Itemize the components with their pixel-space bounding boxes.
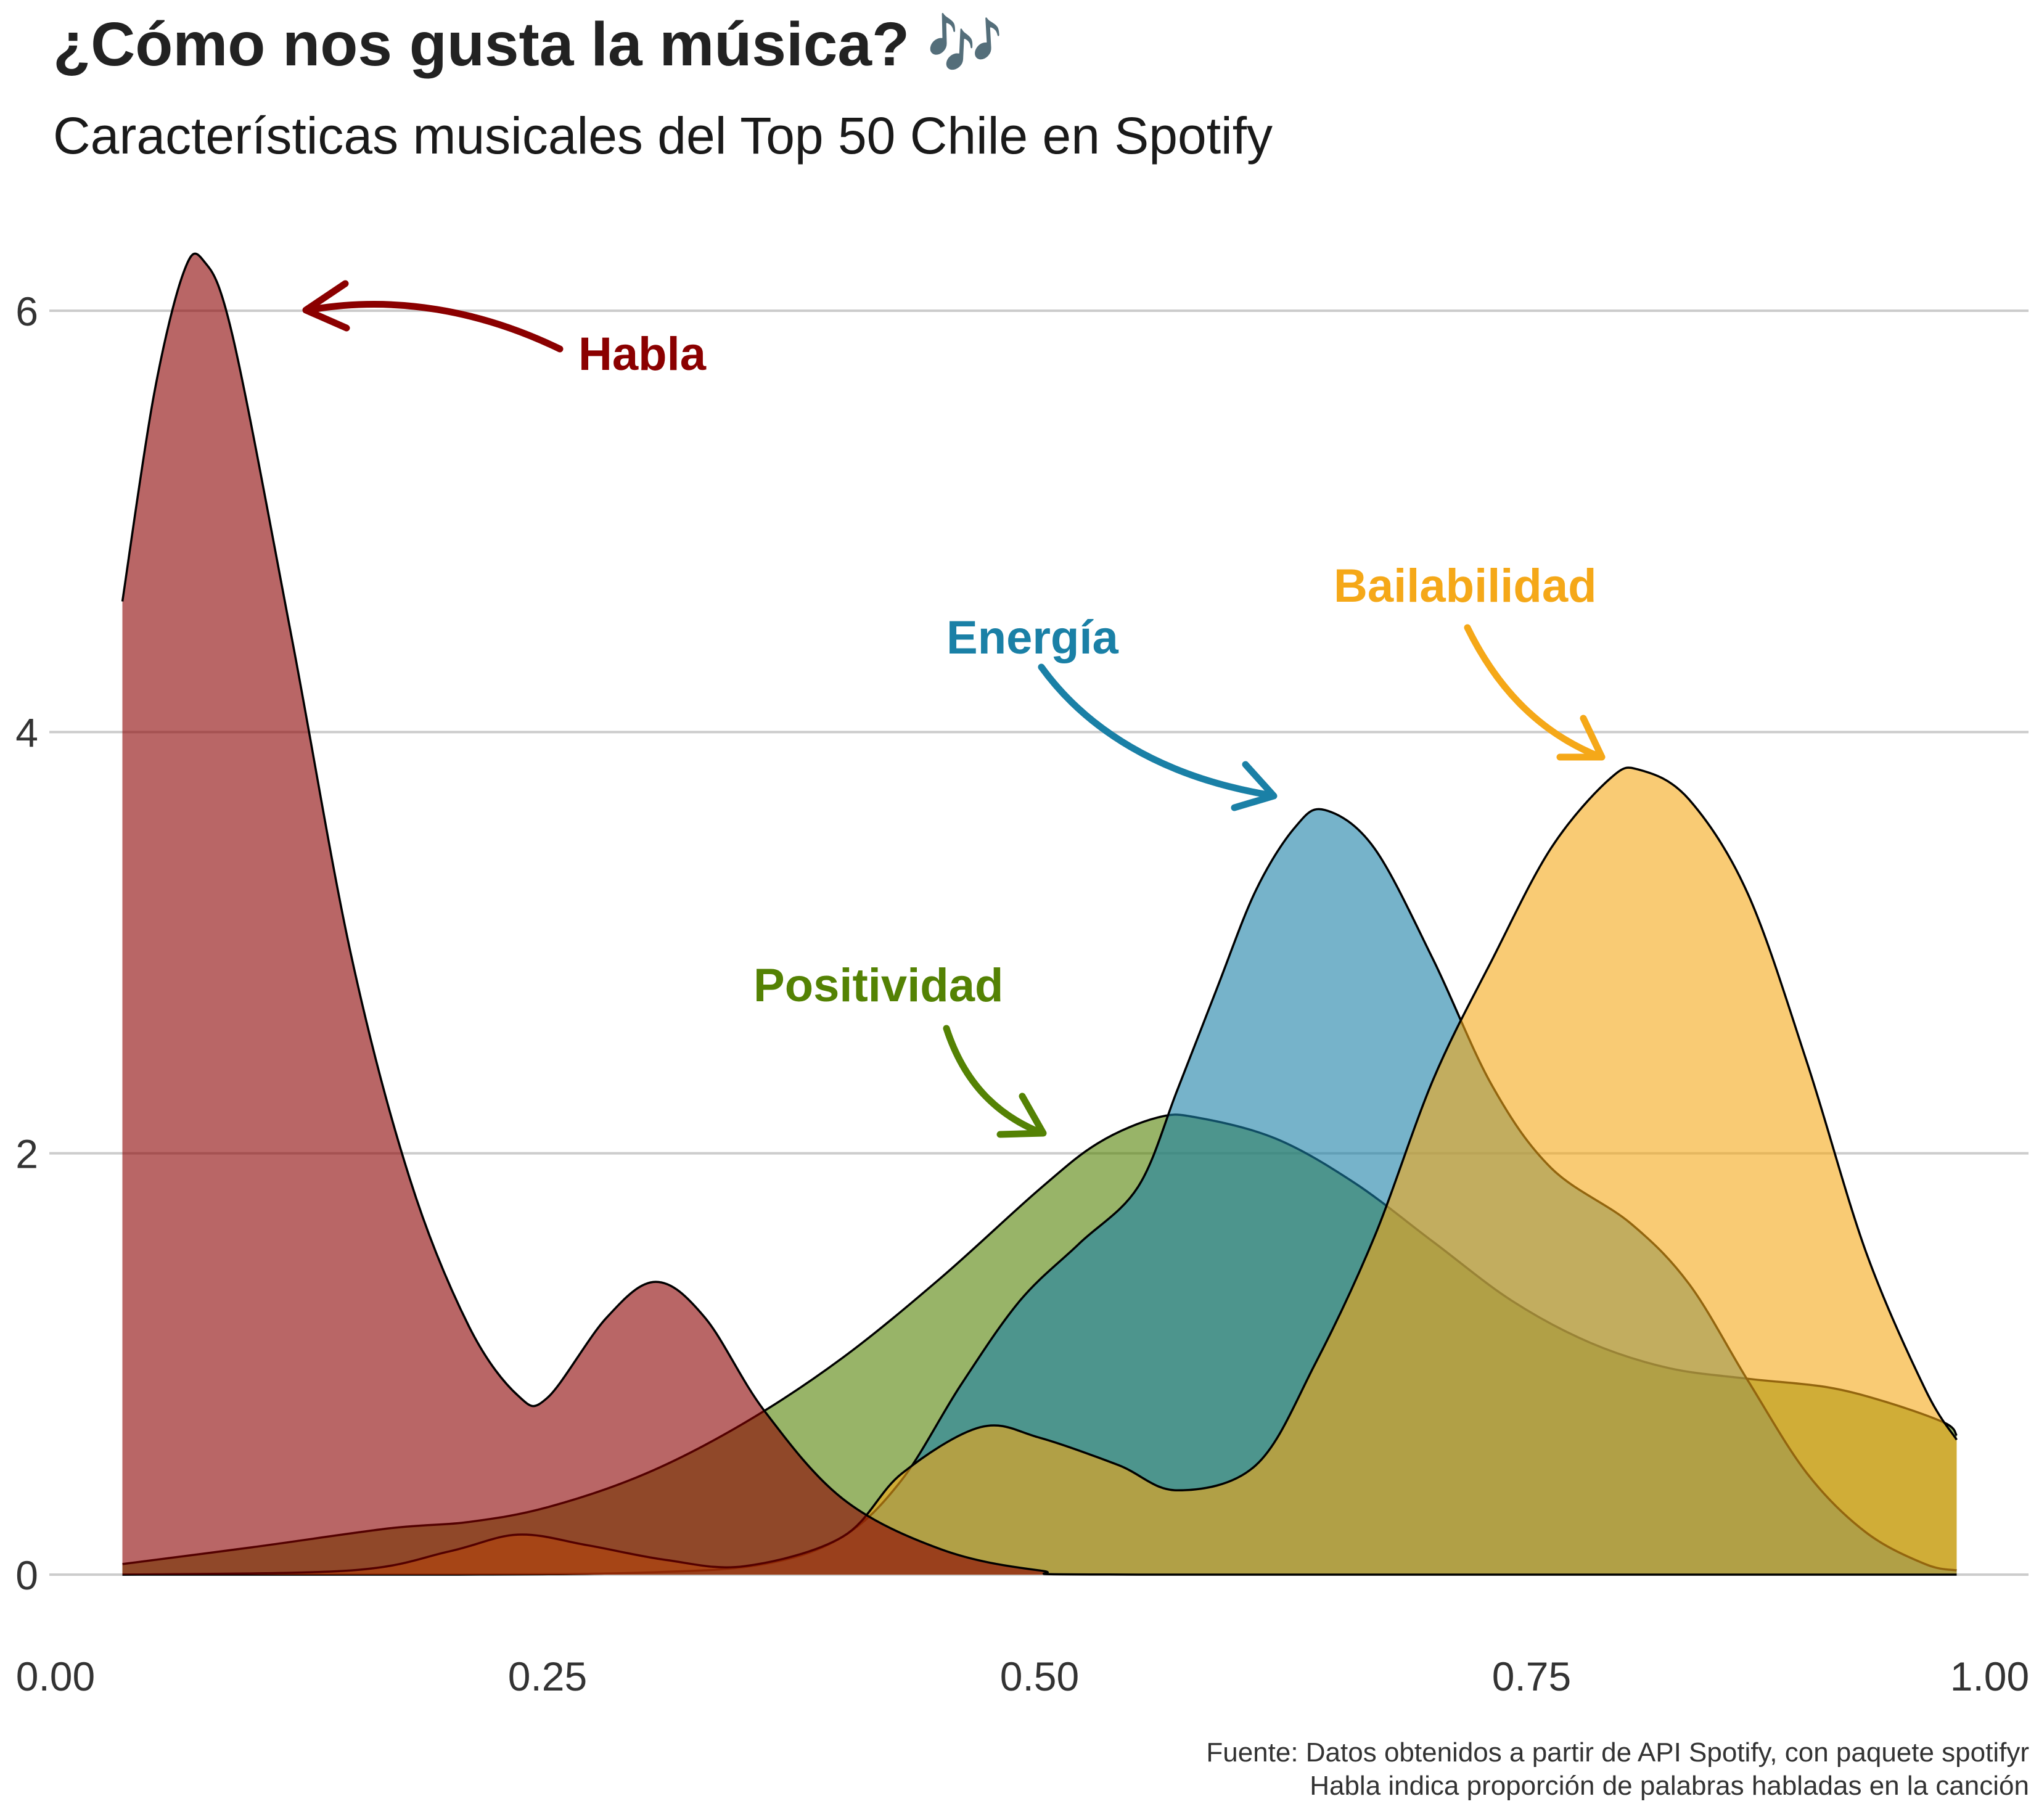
positividad-arrowhead — [996, 1092, 1047, 1138]
x-tick-label-0: 0.00 — [16, 1654, 95, 1699]
annotation-positividad: Positividad — [753, 959, 1003, 1012]
x-tick-label-4: 1.00 — [1950, 1654, 2029, 1699]
y-tick-label-0: 0 — [15, 1552, 38, 1598]
annotations: Habla Energía Bailabilidad Positividad — [302, 280, 1606, 1138]
x-axis-ticks: 0.00 0.25 0.50 0.75 1.00 — [16, 1654, 2029, 1699]
caption-source: Fuente: Datos obtenidos a partir de API … — [1206, 1737, 2029, 1768]
habla-arrowhead — [302, 280, 350, 332]
annotation-habla: Habla — [578, 328, 707, 380]
annotation-energia: Energía — [946, 612, 1118, 664]
caption-note: Habla indica proporción de palabras habl… — [1310, 1771, 2029, 1801]
x-tick-label-3: 0.75 — [1492, 1654, 1571, 1699]
energia-arrowhead — [1231, 761, 1278, 811]
density-areas — [121, 252, 1958, 1576]
positividad-arrow — [943, 1025, 1046, 1137]
y-axis-ticks: 0 2 4 6 — [15, 289, 38, 1598]
annotation-bailabilidad: Bailabilidad — [1334, 560, 1597, 612]
chart-title: ¿Cómo nos gusta la música? 🎶 — [53, 10, 1004, 79]
bailabilidad-arrowhead — [1556, 715, 1606, 761]
y-tick-label-3: 6 — [15, 289, 38, 334]
y-tick-label-1: 2 — [15, 1131, 38, 1177]
x-tick-label-2: 0.50 — [1000, 1654, 1079, 1699]
area-bailabilidad — [122, 768, 1957, 1575]
line-habla — [121, 252, 1957, 1576]
energia-arrow — [1038, 663, 1275, 799]
area-habla — [122, 253, 1957, 1575]
x-tick-label-1: 0.25 — [508, 1654, 587, 1699]
habla-arrow — [305, 301, 564, 353]
chart-subtitle: Características musicales del Top 50 Chi… — [53, 107, 1273, 165]
y-tick-label-2: 4 — [15, 710, 38, 755]
bailabilidad-arrow — [1464, 624, 1604, 761]
